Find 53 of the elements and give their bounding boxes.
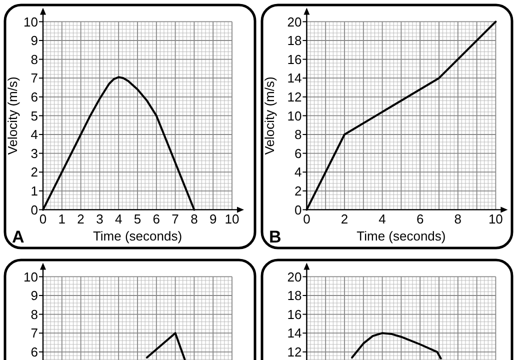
x-tick-label: 10 bbox=[224, 212, 240, 227]
y-tick-label: 16 bbox=[287, 52, 302, 67]
y-tick-label: 14 bbox=[287, 70, 302, 86]
x-tick-label: 9 bbox=[209, 212, 217, 227]
y-tick-label: 16 bbox=[287, 306, 302, 322]
x-tick-label: 1 bbox=[58, 212, 66, 227]
x-tick-label: 4 bbox=[378, 212, 386, 227]
y-tick-label: 12 bbox=[287, 89, 302, 104]
y-tick-label: 2 bbox=[294, 183, 302, 198]
y-tick-label: 8 bbox=[30, 52, 38, 67]
y-tick-label: 7 bbox=[30, 70, 38, 86]
text: A bbox=[12, 228, 24, 247]
y-tick-label: 6 bbox=[30, 344, 38, 360]
y-tick-label: 4 bbox=[294, 164, 302, 180]
y-tick-label: 0 bbox=[294, 202, 302, 218]
y-tick-label: 10 bbox=[24, 269, 38, 284]
x-tick-label: 3 bbox=[96, 212, 104, 227]
y-axis-title: Velocity (m/s) bbox=[5, 76, 20, 155]
y-tick-label: 10 bbox=[24, 14, 38, 30]
y-tick-label: 20 bbox=[287, 14, 302, 30]
y-tick-label: 9 bbox=[30, 288, 38, 304]
y-tick-label: 1 bbox=[30, 183, 38, 198]
x-tick-label: 10 bbox=[488, 212, 503, 227]
x-axis-title: Time (seconds) bbox=[92, 228, 182, 244]
x-tick-label: 2 bbox=[77, 212, 84, 227]
x-tick-label: 6 bbox=[416, 212, 424, 227]
y-axis-title: Velocity (m/s) bbox=[262, 76, 277, 155]
y-tick-label: 8 bbox=[30, 306, 38, 322]
x-tick-label: 8 bbox=[190, 212, 198, 227]
x-tick-label: 6 bbox=[152, 212, 160, 227]
y-tick-label: 5 bbox=[30, 108, 38, 124]
x-tick-label: 2 bbox=[340, 212, 348, 227]
y-tick-label: 6 bbox=[30, 89, 38, 104]
x-tick-label: 8 bbox=[454, 212, 462, 227]
y-tick-label: 20 bbox=[287, 269, 302, 284]
y-tick-label: 18 bbox=[287, 33, 302, 48]
x-tick-label: 5 bbox=[134, 212, 142, 227]
y-tick-label: 10 bbox=[287, 108, 302, 124]
text: B bbox=[269, 228, 282, 247]
y-tick-label: 0 bbox=[30, 202, 38, 218]
y-tick-label: 12 bbox=[287, 344, 302, 360]
x-tick-label: 7 bbox=[172, 212, 179, 227]
y-tick-label: 7 bbox=[30, 326, 38, 341]
y-tick-label: 2 bbox=[30, 164, 38, 180]
y-tick-label: 14 bbox=[287, 326, 302, 341]
y-tick-label: 3 bbox=[30, 146, 38, 161]
y-tick-label: 6 bbox=[294, 146, 302, 161]
y-tick-label: 8 bbox=[294, 127, 302, 142]
y-tick-label: 18 bbox=[287, 288, 302, 304]
y-tick-label: 9 bbox=[30, 33, 38, 48]
x-axis-title: Time (seconds) bbox=[356, 228, 446, 244]
x-tick-label: 4 bbox=[114, 212, 122, 227]
y-tick-label: 4 bbox=[30, 127, 38, 142]
